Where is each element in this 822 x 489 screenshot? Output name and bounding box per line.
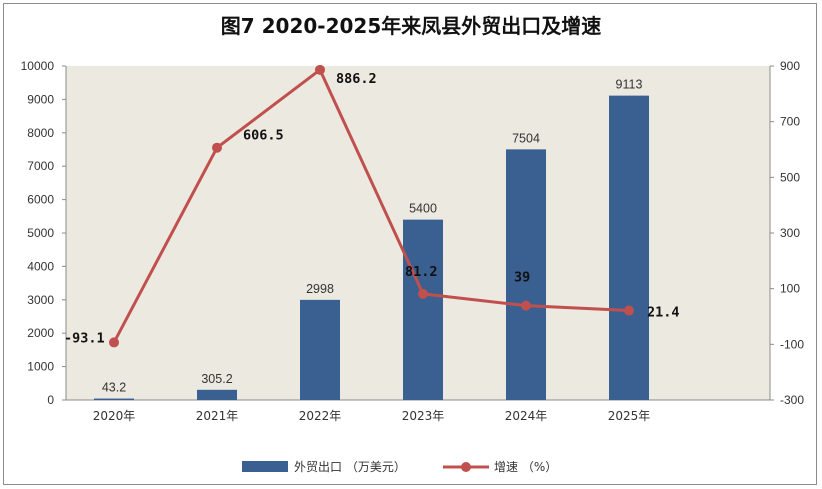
bar-data-label: 7504 — [512, 131, 540, 145]
bar-data-label: 43.2 — [102, 381, 126, 395]
legend-label-line: 增速 （%） — [494, 460, 557, 474]
legend-swatch-marker — [461, 462, 471, 472]
left-tick-label: 7000 — [27, 159, 54, 173]
left-tick-label: 9000 — [27, 92, 54, 106]
line-series: -93.1 606.5 886.2 81.2 39 21.4 — [64, 64, 680, 348]
bar-data-label: 2998 — [306, 282, 334, 296]
legend-label-bar: 外贸出口 （万美元） — [294, 460, 406, 474]
left-tick-label: 10000 — [21, 59, 55, 73]
legend: 外贸出口 （万美元） 增速 （%） — [242, 460, 557, 474]
bar — [506, 149, 546, 400]
left-axis: 0 1000 2000 3000 4000 5000 6000 7000 8000 9000 100… — [21, 59, 67, 407]
x-tick-label: 2020年 — [93, 409, 136, 423]
x-tick-label: 2023年 — [402, 409, 445, 423]
x-tick-label: 2021年 — [196, 409, 239, 423]
left-tick-label: 0 — [47, 393, 54, 407]
right-tick-label: 700 — [780, 115, 800, 129]
left-tick-label: 5000 — [27, 226, 54, 240]
line-point — [624, 305, 634, 316]
right-tick-label: -300 — [780, 393, 804, 407]
bar — [94, 398, 134, 400]
line-point — [315, 64, 325, 75]
line-data-label: -93.1 — [64, 330, 105, 346]
line-point — [212, 142, 222, 153]
x-axis: 2020年 2021年 2022年 2023年 2024年 2025年 — [66, 399, 770, 423]
line-data-label: 606.5 — [243, 128, 284, 144]
line-data-label: 39 — [514, 270, 530, 286]
bar — [197, 389, 237, 400]
line-point — [418, 288, 428, 299]
left-tick-label: 2000 — [27, 326, 54, 340]
line-data-label: 81.2 — [405, 264, 438, 280]
line-point — [521, 300, 531, 311]
bar — [403, 219, 443, 400]
line-data-label: 886.2 — [336, 71, 377, 87]
bar-series: 43.2 305.2 2998 5400 7504 9113 — [94, 78, 649, 401]
line-path — [112, 68, 630, 344]
right-tick-label: 300 — [780, 226, 800, 240]
legend-swatch-bar — [242, 461, 288, 472]
left-tick-label: 8000 — [27, 126, 54, 140]
right-axis: -300 -100 100 300 500 700 900 — [769, 59, 804, 407]
x-tick-label: 2022年 — [299, 409, 342, 423]
left-tick-label: 4000 — [27, 259, 54, 273]
right-tick-label: 500 — [780, 170, 800, 184]
right-tick-label: 100 — [780, 282, 800, 296]
bar — [609, 95, 649, 401]
left-tick-label: 1000 — [27, 360, 54, 374]
bar-data-label: 9113 — [616, 78, 643, 92]
line-point — [109, 337, 119, 348]
x-tick-label: 2024年 — [505, 409, 548, 423]
line-data-label: 21.4 — [647, 305, 680, 321]
right-tick-label: 900 — [780, 59, 800, 73]
bar-data-label: 305.2 — [201, 372, 232, 386]
x-tick-label: 2025年 — [608, 409, 651, 423]
left-tick-label: 6000 — [27, 193, 54, 207]
right-tick-label: -100 — [780, 337, 804, 351]
bar-data-label: 5400 — [409, 202, 437, 216]
bar — [300, 299, 340, 400]
chart-title: 图7 2020-2025年来凤县外贸出口及增速 — [220, 14, 602, 38]
left-tick-label: 3000 — [27, 293, 54, 307]
